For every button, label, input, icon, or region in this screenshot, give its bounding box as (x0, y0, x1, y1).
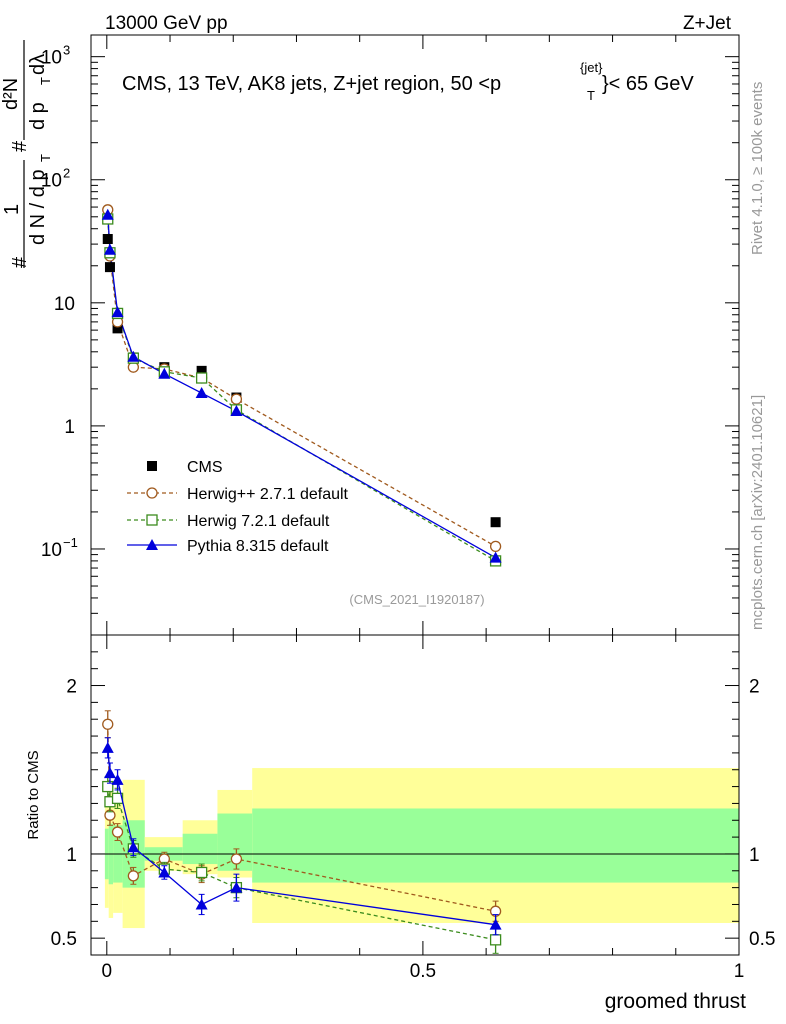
main-point (230, 405, 243, 417)
analysis-watermark: (CMS_2021_I1920187) (349, 592, 484, 607)
main-point (196, 365, 207, 376)
main-y-tick-exponent: 3 (63, 43, 70, 58)
main-title-sub: T (587, 88, 595, 103)
main-title-sup: {jet} (580, 60, 603, 75)
legend-marker-herwigpp (146, 487, 158, 499)
main-point (490, 517, 501, 528)
main-y-tick-label: 10 (54, 294, 75, 315)
main-ylabel: # 1 d N / d p T # d²N d p T dλ (0, 40, 53, 268)
main-title-text: CMS, 13 TeV, AK8 jets, Z+jet region, 50 … (122, 73, 501, 95)
legend-item-herwig7: Herwig 7.2.1 default (127, 513, 330, 530)
ratio-y-tick-label: 0.5 (51, 929, 77, 950)
main-point (101, 208, 114, 220)
ylabel-dpt: d p (27, 102, 49, 130)
mcplots-label: mcplots.cern.ch [arXiv:2401.10621] (749, 395, 766, 630)
ratio-point (111, 773, 124, 785)
main-point (103, 243, 116, 255)
ratio-y-tick-label-right: 2 (749, 677, 760, 698)
ratio-ylabel: Ratio to CMS (25, 750, 42, 839)
ratio-y-tick-label-right: 0.5 (749, 929, 775, 950)
legend-marker-herwig7 (146, 514, 158, 526)
main-point (489, 540, 502, 553)
legend-label-herwigpp: Herwig++ 2.7.1 default (187, 486, 349, 503)
header-left: 13000 GeV pp (105, 13, 228, 34)
ratio-point (195, 866, 208, 879)
ylabel-hash1: # (9, 256, 31, 268)
legend: CMS Herwig++ 2.7.1 default Herwig 7.2.1 … (127, 459, 349, 555)
ratio-point (195, 898, 208, 910)
legend-marker-cms (147, 461, 157, 471)
ratio-point (101, 741, 114, 753)
ratio-point (111, 826, 124, 838)
main-y-tick-label: 10 (41, 171, 62, 192)
x-tick-label: 0.5 (410, 961, 436, 982)
x-tick-label: 0 (102, 961, 113, 982)
main-y-tick-label: 10 (41, 540, 62, 561)
legend-label-herwig7: Herwig 7.2.1 default (187, 513, 330, 530)
ratio-point (489, 918, 502, 930)
main-point (111, 306, 124, 318)
ylabel-d2n: d²N (0, 78, 22, 110)
main-point (104, 262, 115, 273)
ylabel-one: 1 (1, 204, 23, 215)
main-y-tick-exponent: 2 (63, 166, 70, 181)
main-point (158, 367, 171, 379)
legend-label-pythia: Pythia 8.315 default (187, 538, 329, 555)
main-title: CMS, 13 TeV, AK8 jets, Z+jet region, 50 … (122, 73, 501, 95)
rivet-label: Rivet 4.1.0, ≥ 100k events (749, 82, 766, 255)
ylabel-dn: d N / d p (27, 169, 49, 245)
ratio-point (489, 934, 502, 946)
x-tick-label: 1 (734, 961, 745, 982)
x-axis-label: groomed thrust (605, 990, 746, 1013)
ylabel-dpt-sub: T (38, 77, 53, 85)
main-y-tick-label: 10 (41, 48, 62, 69)
main-point (195, 372, 208, 384)
ylabel-dl: dλ (27, 54, 49, 75)
ratio-band-green (182, 833, 218, 865)
main-series-line (107, 214, 496, 559)
ratio-point (230, 881, 243, 893)
main-point (112, 323, 123, 334)
main-point (195, 387, 208, 399)
main-series-line (107, 218, 496, 562)
legend-item-herwigpp: Herwig++ 2.7.1 default (127, 486, 349, 503)
ratio-y-tick-label-right: 1 (749, 845, 760, 866)
ratio-point (158, 866, 171, 878)
ratio-point (127, 870, 140, 882)
main-y-tick-label: 1 (64, 417, 75, 438)
main-point (230, 393, 243, 405)
main-point (489, 551, 502, 563)
ratio-frame (90, 634, 740, 956)
legend-item-pythia: Pythia 8.315 default (127, 538, 329, 555)
main-title-tail: }< 65 GeV (602, 73, 694, 95)
ylabel-hash2: # (9, 140, 31, 152)
ratio-y-tick-label: 1 (66, 845, 77, 866)
legend-item-cms: CMS (147, 459, 223, 476)
ratio-point (102, 718, 114, 730)
ratio-point (230, 853, 243, 865)
ratio-point (127, 841, 140, 853)
ratio-y-tick-label: 2 (66, 677, 77, 698)
main-point (102, 234, 113, 245)
ylabel-dn-sub: T (38, 154, 53, 162)
main-y-tick-exponent: −1 (63, 535, 78, 550)
header-right: Z+Jet (683, 13, 732, 34)
ratio-band-green (252, 808, 739, 883)
legend-marker-pythia (146, 539, 158, 550)
main-point (127, 350, 140, 362)
legend-label-cms: CMS (187, 459, 223, 476)
ratio-point (103, 767, 116, 779)
